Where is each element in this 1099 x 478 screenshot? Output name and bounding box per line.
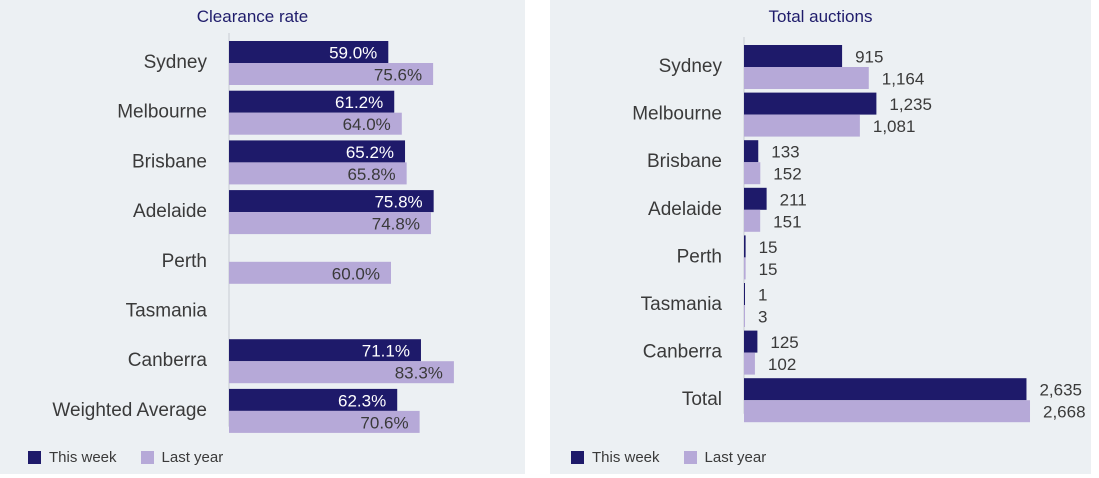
- data-label-this-week-total: 2,635: [1039, 381, 1082, 400]
- legend-swatch-this-week: [28, 451, 41, 464]
- bar-this-week-canberra: [744, 330, 758, 353]
- total-auctions-legend: This week Last year: [571, 449, 790, 466]
- bar-last-year-sydney: [744, 67, 869, 89]
- bar-last-year-tasmania: [744, 305, 745, 327]
- clearance-rate-panel: Clearance rate Sydney 59.0% 75.6% Melbourne…: [0, 0, 525, 474]
- data-label-last-year-brisbane: 65.8%: [347, 165, 395, 184]
- bar-this-week-sydney: [744, 45, 843, 67]
- category-label-adelaide: Adelaide: [648, 199, 722, 220]
- data-label-last-year-adelaide: 74.8%: [372, 215, 420, 234]
- bar-last-year-sydney: [229, 63, 434, 85]
- data-label-this-week-brisbane: 133: [771, 143, 799, 162]
- bar-this-week-perth: [744, 235, 746, 258]
- data-label-this-week-adelaide: 75.8%: [374, 193, 422, 212]
- legend-label-last-year: Last year: [161, 449, 224, 466]
- bar-last-year-canberra: [229, 361, 454, 384]
- data-label-last-year-weighted-average: 70.6%: [360, 413, 408, 432]
- bar-this-week-melbourne: [229, 90, 395, 113]
- bar-last-year-canberra: [744, 352, 755, 375]
- bar-this-week-adelaide: [229, 190, 434, 213]
- bar-this-week-brisbane: [744, 140, 759, 163]
- bar-last-year-perth: [229, 261, 391, 284]
- bar-last-year-total: [744, 400, 1031, 423]
- data-label-this-week-adelaide: 211: [780, 190, 807, 209]
- legend-item-last-year: Last year: [140, 449, 224, 466]
- data-label-this-week-perth: 15: [759, 238, 778, 257]
- data-label-last-year-canberra: 102: [768, 355, 796, 374]
- legend-item-this-week: This week: [571, 449, 660, 466]
- bar-last-year-perth: [744, 257, 746, 280]
- legend-swatch-this-week: [571, 451, 584, 464]
- legend-label-last-year: Last year: [704, 449, 767, 466]
- total-auctions-panel: Total auctions Sydney 915 1,164 Melbourne 1,…: [550, 0, 1091, 474]
- category-label-total: Total: [682, 389, 722, 410]
- legend-label-this-week: This week: [592, 449, 660, 466]
- data-label-last-year-melbourne: 1,081: [873, 117, 916, 136]
- data-label-last-year-brisbane: 152: [773, 165, 801, 184]
- data-label-last-year-perth: 15: [759, 260, 778, 279]
- category-label-tasmania: Tasmania: [641, 294, 723, 315]
- data-label-last-year-sydney: 1,164: [882, 70, 925, 89]
- bar-last-year-melbourne: [744, 114, 860, 137]
- category-label-weighted-average: Weighted Average: [52, 400, 207, 421]
- category-label-melbourne: Melbourne: [117, 102, 207, 123]
- data-label-this-week-sydney: 915: [855, 48, 883, 67]
- data-label-this-week-brisbane: 65.2%: [346, 143, 394, 162]
- data-label-this-week-melbourne: 61.2%: [335, 93, 383, 112]
- data-label-this-week-weighted-average: 62.3%: [338, 391, 386, 410]
- total-auctions-chart: Sydney 915 1,164 Melbourne 1,235 1,081 Brisban…: [632, 37, 1086, 423]
- data-label-last-year-total: 2,668: [1043, 403, 1086, 422]
- category-label-tasmania: Tasmania: [126, 301, 208, 322]
- data-label-this-week-canberra: 71.1%: [362, 342, 410, 361]
- bar-last-year-adelaide: [229, 212, 431, 235]
- data-label-last-year-melbourne: 64.0%: [343, 115, 391, 134]
- bar-last-year-melbourne: [229, 112, 402, 135]
- bar-this-week-brisbane: [229, 140, 406, 163]
- bar-this-week-tasmania: [744, 283, 745, 305]
- category-label-brisbane: Brisbane: [132, 151, 207, 172]
- bar-last-year-brisbane: [229, 162, 407, 185]
- bar-last-year-weighted-average: [229, 410, 420, 433]
- category-label-sydney: Sydney: [144, 52, 208, 73]
- bar-this-week-weighted-average: [229, 388, 398, 411]
- clearance-rate-legend: This week Last year: [28, 449, 247, 466]
- category-label-sydney: Sydney: [659, 56, 723, 77]
- data-label-last-year-canberra: 83.3%: [395, 364, 443, 383]
- legend-swatch-last-year: [140, 451, 154, 464]
- category-label-melbourne: Melbourne: [632, 104, 722, 125]
- legend-swatch-last-year: [683, 451, 697, 464]
- total-auctions-title: Total auctions: [768, 7, 873, 26]
- data-label-this-week-tasmania: 1: [758, 286, 767, 305]
- bar-this-week-melbourne: [744, 92, 877, 115]
- legend-item-last-year: Last year: [683, 449, 767, 466]
- category-label-perth: Perth: [162, 251, 207, 272]
- data-label-this-week-canberra: 125: [770, 333, 798, 352]
- legend-item-this-week: This week: [28, 449, 117, 466]
- data-label-last-year-adelaide: 151: [773, 212, 801, 231]
- category-label-adelaide: Adelaide: [133, 201, 207, 222]
- data-label-last-year-tasmania: 3: [758, 308, 767, 327]
- bar-last-year-adelaide: [744, 209, 761, 232]
- clearance-rate-title: Clearance rate: [196, 7, 309, 26]
- category-label-canberra: Canberra: [643, 342, 723, 363]
- category-label-brisbane: Brisbane: [647, 151, 722, 172]
- category-label-canberra: Canberra: [128, 350, 208, 371]
- category-label-perth: Perth: [677, 246, 722, 267]
- data-label-this-week-melbourne: 1,235: [889, 95, 932, 114]
- data-label-this-week-sydney: 59.0%: [329, 44, 377, 63]
- legend-label-this-week: This week: [49, 449, 117, 466]
- clearance-rate-chart: Sydney 59.0% 75.6% Melbourne 61.2% 64.0% Brisb…: [52, 33, 454, 433]
- bar-last-year-brisbane: [744, 162, 761, 185]
- data-label-last-year-perth: 60.0%: [332, 264, 380, 283]
- bar-this-week-adelaide: [744, 187, 767, 210]
- bar-this-week-canberra: [229, 339, 421, 362]
- bar-this-week-total: [744, 378, 1027, 401]
- bar-this-week-sydney: [229, 41, 389, 63]
- data-label-last-year-sydney: 75.6%: [374, 66, 422, 85]
